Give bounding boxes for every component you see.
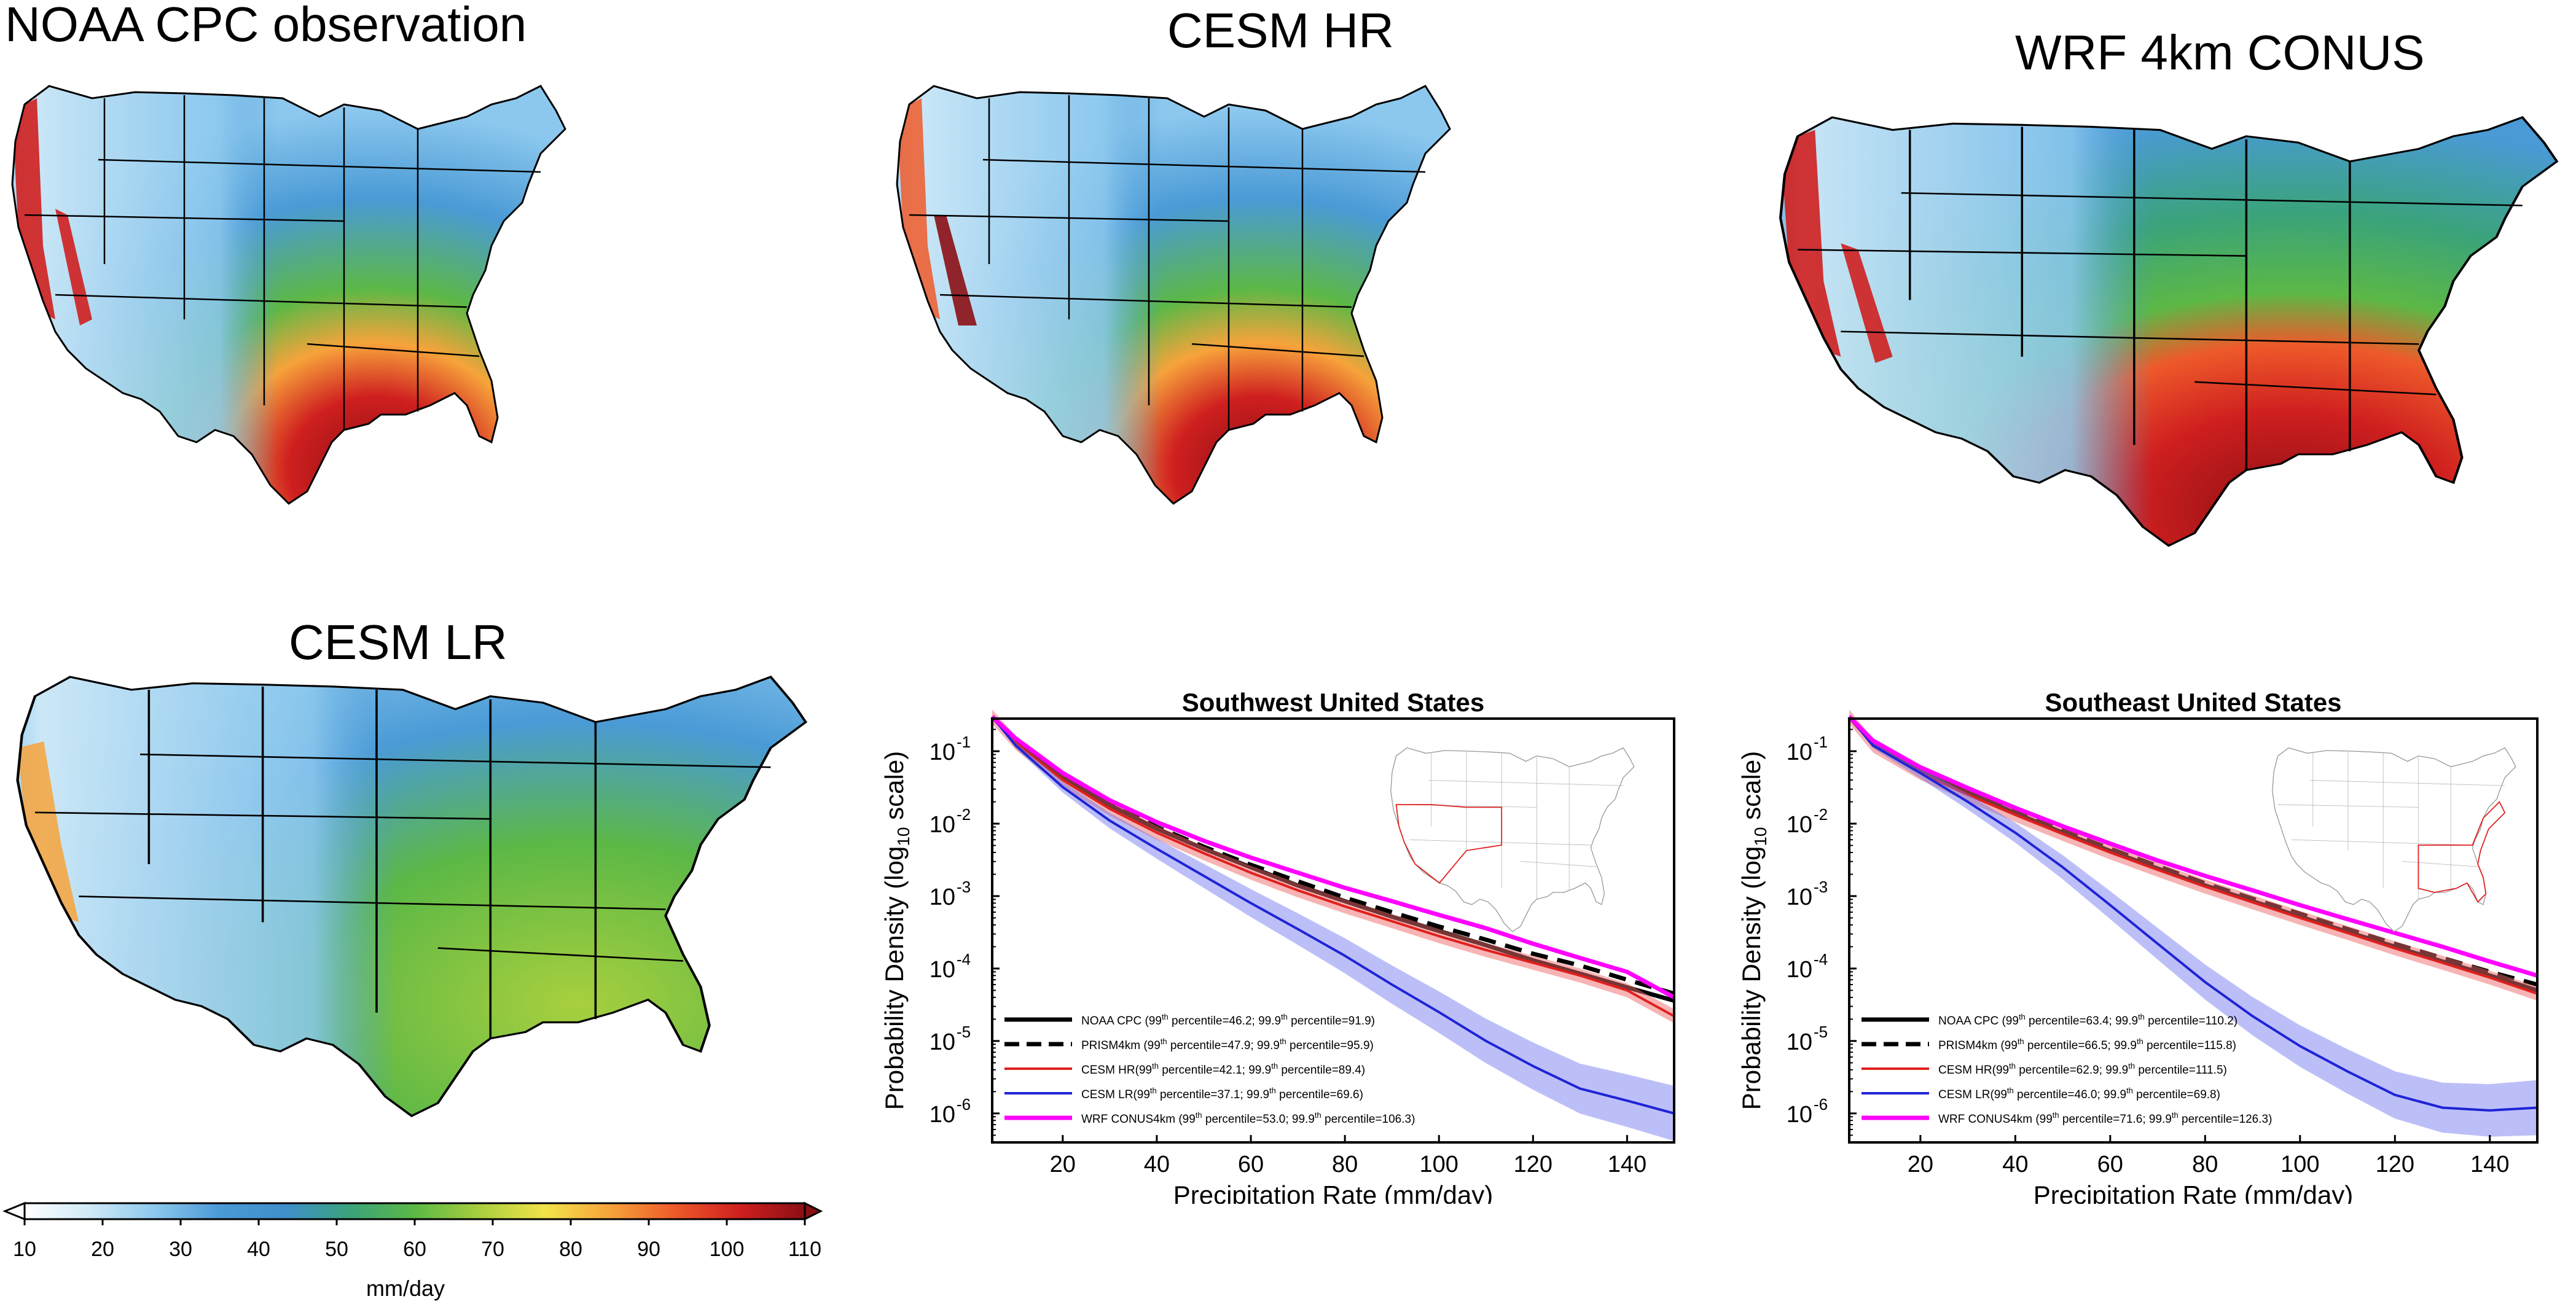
x-tick-label: 20 bbox=[1050, 1152, 1076, 1177]
colorbar-tick-label: 50 bbox=[325, 1238, 348, 1261]
x-tick-label: 40 bbox=[2002, 1152, 2028, 1177]
y-tick-exponent: -3 bbox=[957, 878, 971, 896]
legend-label: PRISM4km (99th percentile=66.5; 99.9th p… bbox=[1938, 1037, 2236, 1052]
colorbar-left-extend bbox=[2, 1201, 26, 1221]
legend-label: CESM LR(99th percentile=46.0; 99.9th per… bbox=[1938, 1086, 2220, 1101]
chart-southeast: Southeast United States 20 40 60 80 100 120 140… bbox=[1737, 688, 2539, 1204]
y-tick-exponent: -1 bbox=[1814, 733, 1828, 751]
y-tick-label: 10 bbox=[1787, 1102, 1812, 1128]
x-tick-label: 60 bbox=[2097, 1152, 2123, 1177]
x-tick-label: 40 bbox=[1144, 1152, 1170, 1177]
plot-frame bbox=[1848, 717, 2539, 1144]
state-borders bbox=[24, 95, 541, 430]
series-band bbox=[1849, 715, 2537, 1137]
chart-title: Southeast United States bbox=[2045, 688, 2341, 717]
x-tick-label: 100 bbox=[2280, 1152, 2319, 1177]
colorbar-tick-label: 100 bbox=[710, 1238, 745, 1261]
y-tick-label: 10 bbox=[1787, 957, 1812, 983]
y-tick-exponent: -2 bbox=[957, 805, 971, 824]
y-tick-label: 10 bbox=[930, 812, 955, 838]
x-tick-label: 80 bbox=[1332, 1152, 1358, 1177]
y-tick-label: 10 bbox=[1787, 812, 1812, 838]
x-tick-label: 120 bbox=[1514, 1152, 1552, 1177]
map-cesm-lr bbox=[0, 651, 823, 1155]
legend-label: CESM HR(99th percentile=42.1; 99.9th per… bbox=[1081, 1061, 1365, 1077]
legend-label: NOAA CPC (99th percentile=63.4; 99.9th p… bbox=[1938, 1012, 2237, 1028]
legend-label: CESM HR(99th percentile=62.9; 99.9th per… bbox=[1938, 1061, 2227, 1077]
x-tick-label: 100 bbox=[1420, 1152, 1458, 1177]
y-tick-label: 10 bbox=[930, 739, 955, 765]
x-axis-label: Precipitation Rate (mm/day) bbox=[2034, 1180, 2354, 1204]
region-inset-map bbox=[1390, 747, 1635, 932]
legend-label: PRISM4km (99th percentile=47.9; 99.9th p… bbox=[1081, 1037, 1374, 1052]
region-inset-map bbox=[2272, 747, 2516, 932]
highlighted-region bbox=[2417, 801, 2506, 903]
colorbar-bar bbox=[23, 1202, 806, 1220]
y-tick-exponent: -4 bbox=[957, 950, 971, 969]
y-tick-exponent: -4 bbox=[1814, 950, 1828, 969]
x-axis-label: Precipitation Rate (mm/day) bbox=[1173, 1180, 1494, 1204]
map-title-cesm-hr: CESM HR bbox=[1167, 3, 1394, 58]
plot-frame bbox=[991, 717, 1675, 1144]
colorbar-tick-label: 70 bbox=[481, 1238, 504, 1261]
series-band bbox=[992, 715, 1674, 1141]
colorbar-tick-label: 110 bbox=[788, 1238, 821, 1261]
y-axis-label: Probability Density (log10 scale) bbox=[880, 751, 913, 1110]
y-tick-label: 10 bbox=[1787, 739, 1812, 765]
y-tick-label: 10 bbox=[930, 957, 955, 983]
x-tick-label: 20 bbox=[1908, 1152, 1933, 1177]
y-tick-label: 10 bbox=[930, 1102, 955, 1128]
x-tick-label: 120 bbox=[2376, 1152, 2414, 1177]
y-tick-exponent: -6 bbox=[957, 1095, 971, 1114]
chart-southwest: Southwest United States 20 40 60 80 100 120 140… bbox=[880, 688, 1675, 1204]
map-noaa-cpc bbox=[11, 85, 566, 505]
legend-label: WRF CONUS4km (99th percentile=53.0; 99.9… bbox=[1081, 1110, 1415, 1126]
y-tick-exponent: -5 bbox=[957, 1023, 971, 1041]
colorbar-tick-label: 40 bbox=[247, 1238, 270, 1261]
colorbar-tick-label: 30 bbox=[169, 1238, 192, 1261]
colorbar: 10 20 30 40 50 60 70 80 90 100 110 mm/day bbox=[2, 1201, 823, 1301]
y-tick-exponent: -5 bbox=[1814, 1023, 1828, 1041]
chart-title: Southwest United States bbox=[1182, 688, 1484, 717]
x-tick-label: 60 bbox=[1238, 1152, 1264, 1177]
highlighted-region bbox=[1395, 804, 1503, 884]
series-line bbox=[991, 716, 1675, 1018]
y-tick-label: 10 bbox=[930, 1029, 955, 1055]
series-line bbox=[1847, 715, 2538, 978]
y-tick-exponent: -1 bbox=[957, 733, 971, 751]
series-line bbox=[991, 716, 1675, 1115]
x-tick-label: 140 bbox=[1608, 1152, 1646, 1177]
legend-label: NOAA CPC (99th percentile=46.2; 99.9th p… bbox=[1081, 1012, 1375, 1028]
series-line bbox=[990, 715, 1675, 999]
y-tick-exponent: -6 bbox=[1814, 1095, 1828, 1114]
x-tick-label: 80 bbox=[2192, 1152, 2218, 1177]
y-tick-label: 10 bbox=[930, 884, 955, 910]
colorbar-right-extend bbox=[804, 1201, 823, 1221]
colorbar-tick-label: 90 bbox=[637, 1238, 660, 1261]
series-line bbox=[1848, 716, 2538, 1112]
y-tick-label: 10 bbox=[1787, 884, 1812, 910]
map-title-wrf: WRF 4km CONUS bbox=[2015, 25, 2425, 80]
y-tick-exponent: -3 bbox=[1814, 878, 1828, 896]
map-wrf-conus bbox=[1763, 92, 2574, 583]
legend-label: WRF CONUS4km (99th percentile=71.6; 99.9… bbox=[1938, 1110, 2272, 1126]
series-line bbox=[1848, 716, 2538, 995]
legend-label: CESM LR(99th percentile=37.1; 99.9th per… bbox=[1081, 1086, 1363, 1101]
y-axis-label: Probability Density (log10 scale) bbox=[1737, 751, 1770, 1110]
colorbar-label: mm/day bbox=[366, 1276, 445, 1301]
colorbar-tick-label: 10 bbox=[13, 1238, 36, 1261]
map-title-noaa: NOAA CPC observation bbox=[5, 0, 527, 52]
y-tick-label: 10 bbox=[1787, 1029, 1812, 1055]
colorbar-tick-label: 80 bbox=[559, 1238, 582, 1261]
map-title-cesm-lr: CESM LR bbox=[289, 615, 507, 669]
map-cesm-hr bbox=[896, 85, 1451, 505]
colorbar-tick-label: 60 bbox=[403, 1238, 426, 1261]
x-tick-label: 140 bbox=[2470, 1152, 2509, 1177]
colorbar-tick-label: 20 bbox=[91, 1238, 114, 1261]
y-tick-exponent: -2 bbox=[1814, 805, 1828, 824]
